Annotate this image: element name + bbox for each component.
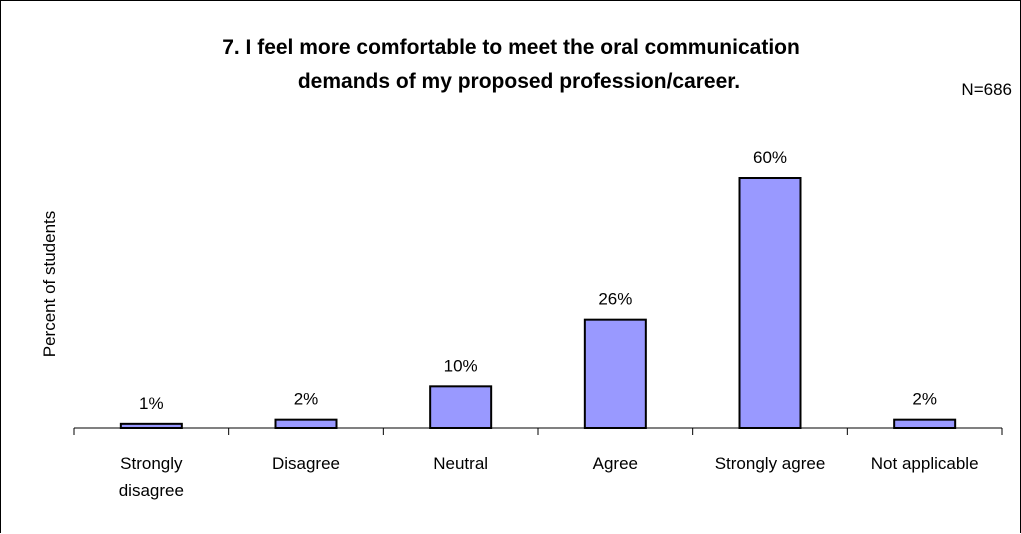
y-axis-label: Percent of students — [40, 211, 59, 357]
bar — [119, 422, 183, 430]
bar — [583, 318, 647, 429]
chart-title-line-2: demands of my proposed profession/career… — [298, 70, 740, 93]
x-tick-label: Agree — [593, 454, 638, 473]
data-label: 26% — [598, 290, 632, 309]
bar-series: 1% 2% 10% 26% 60% 2% — [119, 148, 957, 430]
x-tick-label: Not applicable — [871, 454, 979, 473]
x-axis-ticks: Strongly disagree Disagree Neutral Agree Stro… — [73, 428, 1003, 500]
data-label: 10% — [444, 356, 478, 375]
bar — [274, 418, 338, 429]
x-tick-label: disagree — [119, 481, 184, 500]
x-tick-label: Strongly — [120, 454, 183, 473]
bar — [429, 385, 493, 430]
data-label: 2% — [294, 390, 319, 409]
data-label: 1% — [139, 394, 164, 413]
bar — [893, 418, 957, 429]
chart-title-line-1: 7. I feel more comfortable to meet the o… — [222, 36, 800, 59]
sample-size-annotation: N=686 — [961, 80, 1012, 99]
bar — [738, 177, 802, 429]
data-label: 60% — [753, 148, 787, 167]
x-tick-label: Neutral — [433, 454, 488, 473]
x-tick-label: Disagree — [272, 454, 340, 473]
x-tick-label: Strongly agree — [715, 454, 826, 473]
data-label: 2% — [912, 390, 937, 409]
